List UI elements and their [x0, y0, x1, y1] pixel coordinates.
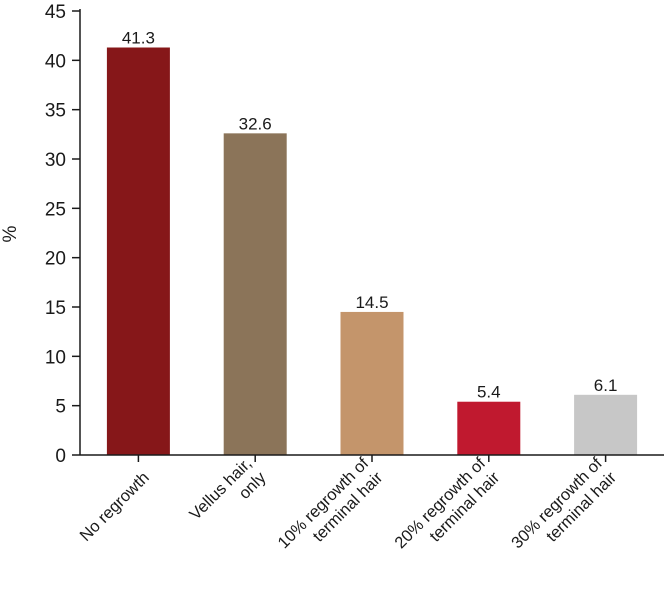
x-tick-label: 10% regrowth ofterminal hair	[275, 454, 387, 566]
y-tick-label: 45	[45, 2, 66, 23]
data-label: 5.4	[477, 383, 501, 402]
data-label: 14.5	[355, 293, 388, 312]
x-tick-label: 30% regrowth ofterminal hair	[508, 454, 620, 566]
y-tick-label: 35	[45, 101, 66, 122]
y-axis-ticks: 0 5 10 15 20 25 30 35 40 45	[45, 2, 80, 467]
bar	[340, 311, 404, 455]
y-tick-label: 5	[55, 397, 66, 418]
data-labels-group: 41.3 32.6 14.5 5.4 6.1	[122, 29, 618, 402]
x-tick-label-line: No regrowth	[76, 469, 152, 545]
x-axis-labels-group: No regrowth Vellus hair,only 10% regrowth …	[76, 454, 620, 566]
y-tick-label: 25	[45, 199, 66, 220]
x-tick-label: Vellus hair,only	[186, 454, 270, 538]
y-axis-title: %	[0, 225, 21, 242]
data-label: 6.1	[594, 376, 618, 395]
data-label: 41.3	[122, 29, 155, 48]
axes-group	[79, 9, 664, 462]
y-tick-label: 10	[45, 347, 66, 368]
x-tick-label: 20% regrowth ofterminal hair	[391, 454, 503, 566]
y-tick-label: 40	[45, 51, 66, 72]
y-tick-label: 30	[45, 150, 66, 171]
bar	[457, 401, 521, 455]
y-axis-title-group: %	[0, 225, 21, 242]
x-tick-label: No regrowth	[76, 469, 152, 545]
y-tick-label: 15	[45, 298, 66, 319]
bars-group	[106, 47, 638, 456]
y-tick-label: 20	[45, 249, 66, 270]
y-tick-label: 0	[55, 446, 66, 467]
bar	[574, 394, 638, 455]
data-label: 32.6	[239, 114, 272, 133]
bar	[106, 47, 170, 456]
bar	[223, 133, 287, 455]
